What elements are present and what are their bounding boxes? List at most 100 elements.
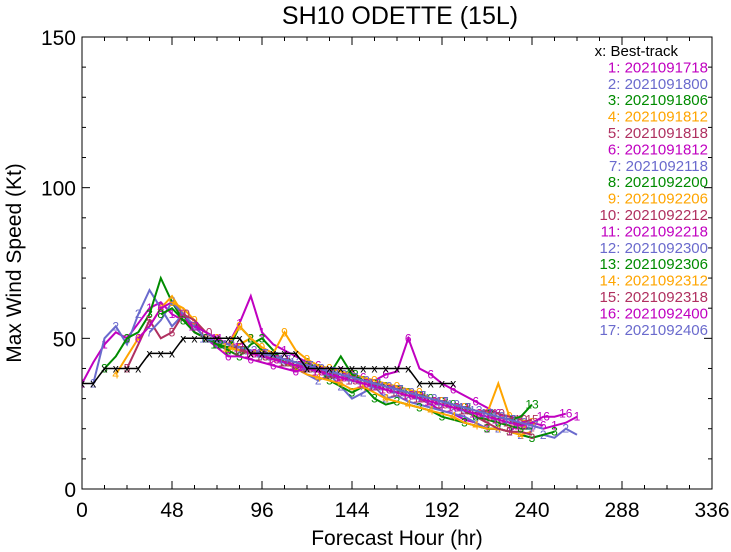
forecast-point-marker: 9 [394,380,401,394]
forecast-point-marker: 4 [405,398,412,412]
best-track-point: x [180,331,186,345]
y-tick-label: 0 [64,479,76,502]
legend-entry: 10: 2021092212 [600,207,708,224]
best-track-point: x [248,346,254,360]
forecast-point-marker: 2 [315,374,322,388]
forecast-point-marker: 3 [124,331,131,345]
forecast-point-marker: 3 [304,355,311,369]
forecast-point-marker: 4 [315,371,322,385]
forecast-point-marker: 17 [368,377,382,391]
legend-entry: 2: 2021091800 [608,76,708,93]
forecast-point-marker: 6 [405,331,412,345]
legend-entry: 13: 2021092306 [600,256,708,273]
forecast-point-marker: 1 [191,316,198,330]
best-track-point: x [192,331,198,345]
forecast-point-marker: 4 [517,428,524,442]
best-track-point: x [428,377,434,391]
forecast-point-marker: 1 [551,419,558,433]
x-tick-label: 144 [334,499,369,522]
forecast-point-marker: 9 [259,340,266,354]
best-track-point: x [214,331,220,345]
forecast-point-marker: 7 [146,325,153,339]
legend-entry: 8: 2021092200 [608,174,708,191]
x-tick-labels: 0 48 96 144 192 240 288 336 [76,499,729,522]
forecast-point-marker: 16 [559,407,573,421]
best-track-point: x [113,361,119,375]
best-track-point: x [237,331,243,345]
forecast-point-marker: 9 [304,352,311,366]
best-track-point: x [203,331,209,345]
forecast-point-marker: 1 [574,410,581,424]
forecast-point-marker: 1 [461,413,468,427]
legend-entry: 11: 2021092218 [601,223,708,240]
forecast-series-17: 17 17 17 17 17 17 17 17 17 17 17 17 17 [255,346,544,433]
x-tick-label: 336 [694,499,729,522]
forecast-point-marker: 6 [540,419,547,433]
forecast-point-marker: 4 [427,404,434,418]
forecast-point-marker: 3 [551,425,558,439]
legend-entry: 4: 2021091812 [608,109,708,126]
forecast-point-marker: 13 [210,337,224,351]
forecast-point-marker: 17 [503,413,517,427]
legend-entry: 12: 2021092300 [600,240,708,257]
best-track-point: x [225,331,231,345]
x-tick-label: 288 [604,499,639,522]
forecast-point-marker: 17 [435,395,449,409]
forecast-point-marker: 6 [427,367,434,381]
best-track-point: x [282,346,288,360]
forecast-point-marker: 6 [382,367,389,381]
legend-entry: 17: 2021092406 [600,322,708,339]
forecast-point-marker: 3 [529,431,536,445]
forecast-point-marker: 5 [146,313,153,327]
forecast-point-marker: 2 [562,422,569,436]
forecast-point-marker: 4 [472,419,479,433]
x-tick-label: 0 [76,499,88,522]
y-tick-label: 50 [53,328,76,351]
forecast-point-marker: 17 [345,371,359,385]
forecast-point-marker: 1 [169,307,176,321]
forecast-line [261,352,544,430]
forecast-point-marker: 8 [517,422,524,436]
forecast-point-marker: 2 [112,319,119,333]
y-axis-label: Max Wind Speed (Kt) [3,163,26,363]
forecast-point-marker: 1 [259,325,266,339]
forecast-point-marker: 3 [371,392,378,406]
forecast-point-marker: 3 [439,410,446,424]
forecast-point-marker: 4 [337,377,344,391]
forecast-point-marker: 4 [450,410,457,424]
best-track-series: x xx x x xx x xx x x x x xx x x x xx x x x x x x x x xx x x x [79,331,456,391]
x-tick-label: 240 [514,499,549,522]
forecast-point-marker: 1 [281,343,288,357]
forecast-point-marker: 5 [169,325,176,339]
forecast-point-marker: 10 [177,307,191,321]
legend-entry: 7: 2021092118 [609,158,708,175]
legend-entry: 15: 2021092318 [600,289,708,306]
best-track-point: x [135,361,141,375]
best-track-point: x [417,377,423,391]
legend-entry: 16: 2021092400 [600,305,708,322]
x-axis-label: Forecast Hour (hr) [311,527,483,550]
forecast-point-marker: 6 [450,383,457,397]
forecast-point-marker: 4 [360,380,367,394]
y-tick-label: 150 [41,27,76,50]
forecast-point-marker: 8 [157,307,164,321]
forecast-point-marker: 1 [101,337,108,351]
forecast-point-marker: 3 [349,386,356,400]
forecast-point-marker: 17 [458,401,472,415]
best-track-point: x [79,377,85,391]
best-track-point: x [394,361,400,375]
forecast-point-marker: 9 [416,386,423,400]
forecast-point-marker: 8 [180,313,187,327]
forecast-point-marker: 6 [472,395,479,409]
forecast-point-marker: 7 [529,422,536,436]
legend-entry: 9: 2021092206 [608,191,708,208]
forecast-point-marker: 17 [413,389,427,403]
legend-entry: 1: 2021091718 [608,59,708,76]
forecast-point-marker: 3 [259,331,266,345]
best-track-point: x [405,361,411,375]
forecast-point-marker: 4 [292,361,299,375]
y-tick-labels: 0 50 100 150 [41,27,76,502]
